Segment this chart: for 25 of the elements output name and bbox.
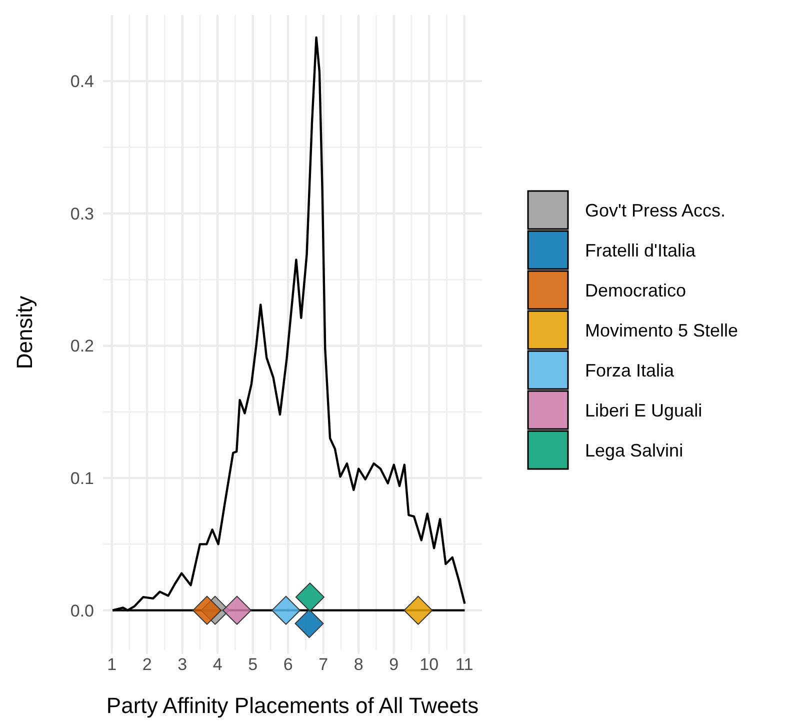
x-tick-label: 10 bbox=[420, 655, 439, 674]
x-tick-label: 4 bbox=[212, 655, 222, 674]
x-tick-label: 8 bbox=[354, 655, 364, 674]
x-tick-label: 5 bbox=[248, 655, 258, 674]
y-tick-label: 0.4 bbox=[70, 72, 94, 92]
legend-label: Fratelli d'Italia bbox=[585, 240, 696, 260]
x-tick-label: 2 bbox=[142, 655, 152, 674]
x-tick-label: 9 bbox=[389, 655, 399, 674]
legend-label: Democratico bbox=[585, 280, 686, 300]
x-tick-label: 6 bbox=[283, 655, 293, 674]
legend-label: Liberi E Uguali bbox=[585, 400, 702, 420]
x-tick-label: 3 bbox=[178, 655, 188, 674]
legend-label: Forza Italia bbox=[585, 360, 676, 380]
legend-label: Movimento 5 Stelle bbox=[585, 320, 738, 340]
y-tick-label: 0.3 bbox=[70, 204, 94, 224]
legend-label: Gov't Press Accs. bbox=[585, 200, 726, 220]
x-tick-label: 1 bbox=[107, 655, 117, 674]
y-tick-label: 0.1 bbox=[70, 468, 94, 488]
x-axis-title: Party Affinity Placements of All Tweets bbox=[106, 693, 479, 718]
y-tick-label: 0.0 bbox=[70, 601, 94, 620]
legend-label: Lega Salvini bbox=[585, 440, 684, 460]
x-tick-label: 11 bbox=[456, 655, 474, 674]
x-tick-label: 7 bbox=[318, 655, 328, 674]
y-axis-title: Density bbox=[12, 296, 37, 370]
y-tick-label: 0.2 bbox=[70, 336, 94, 356]
